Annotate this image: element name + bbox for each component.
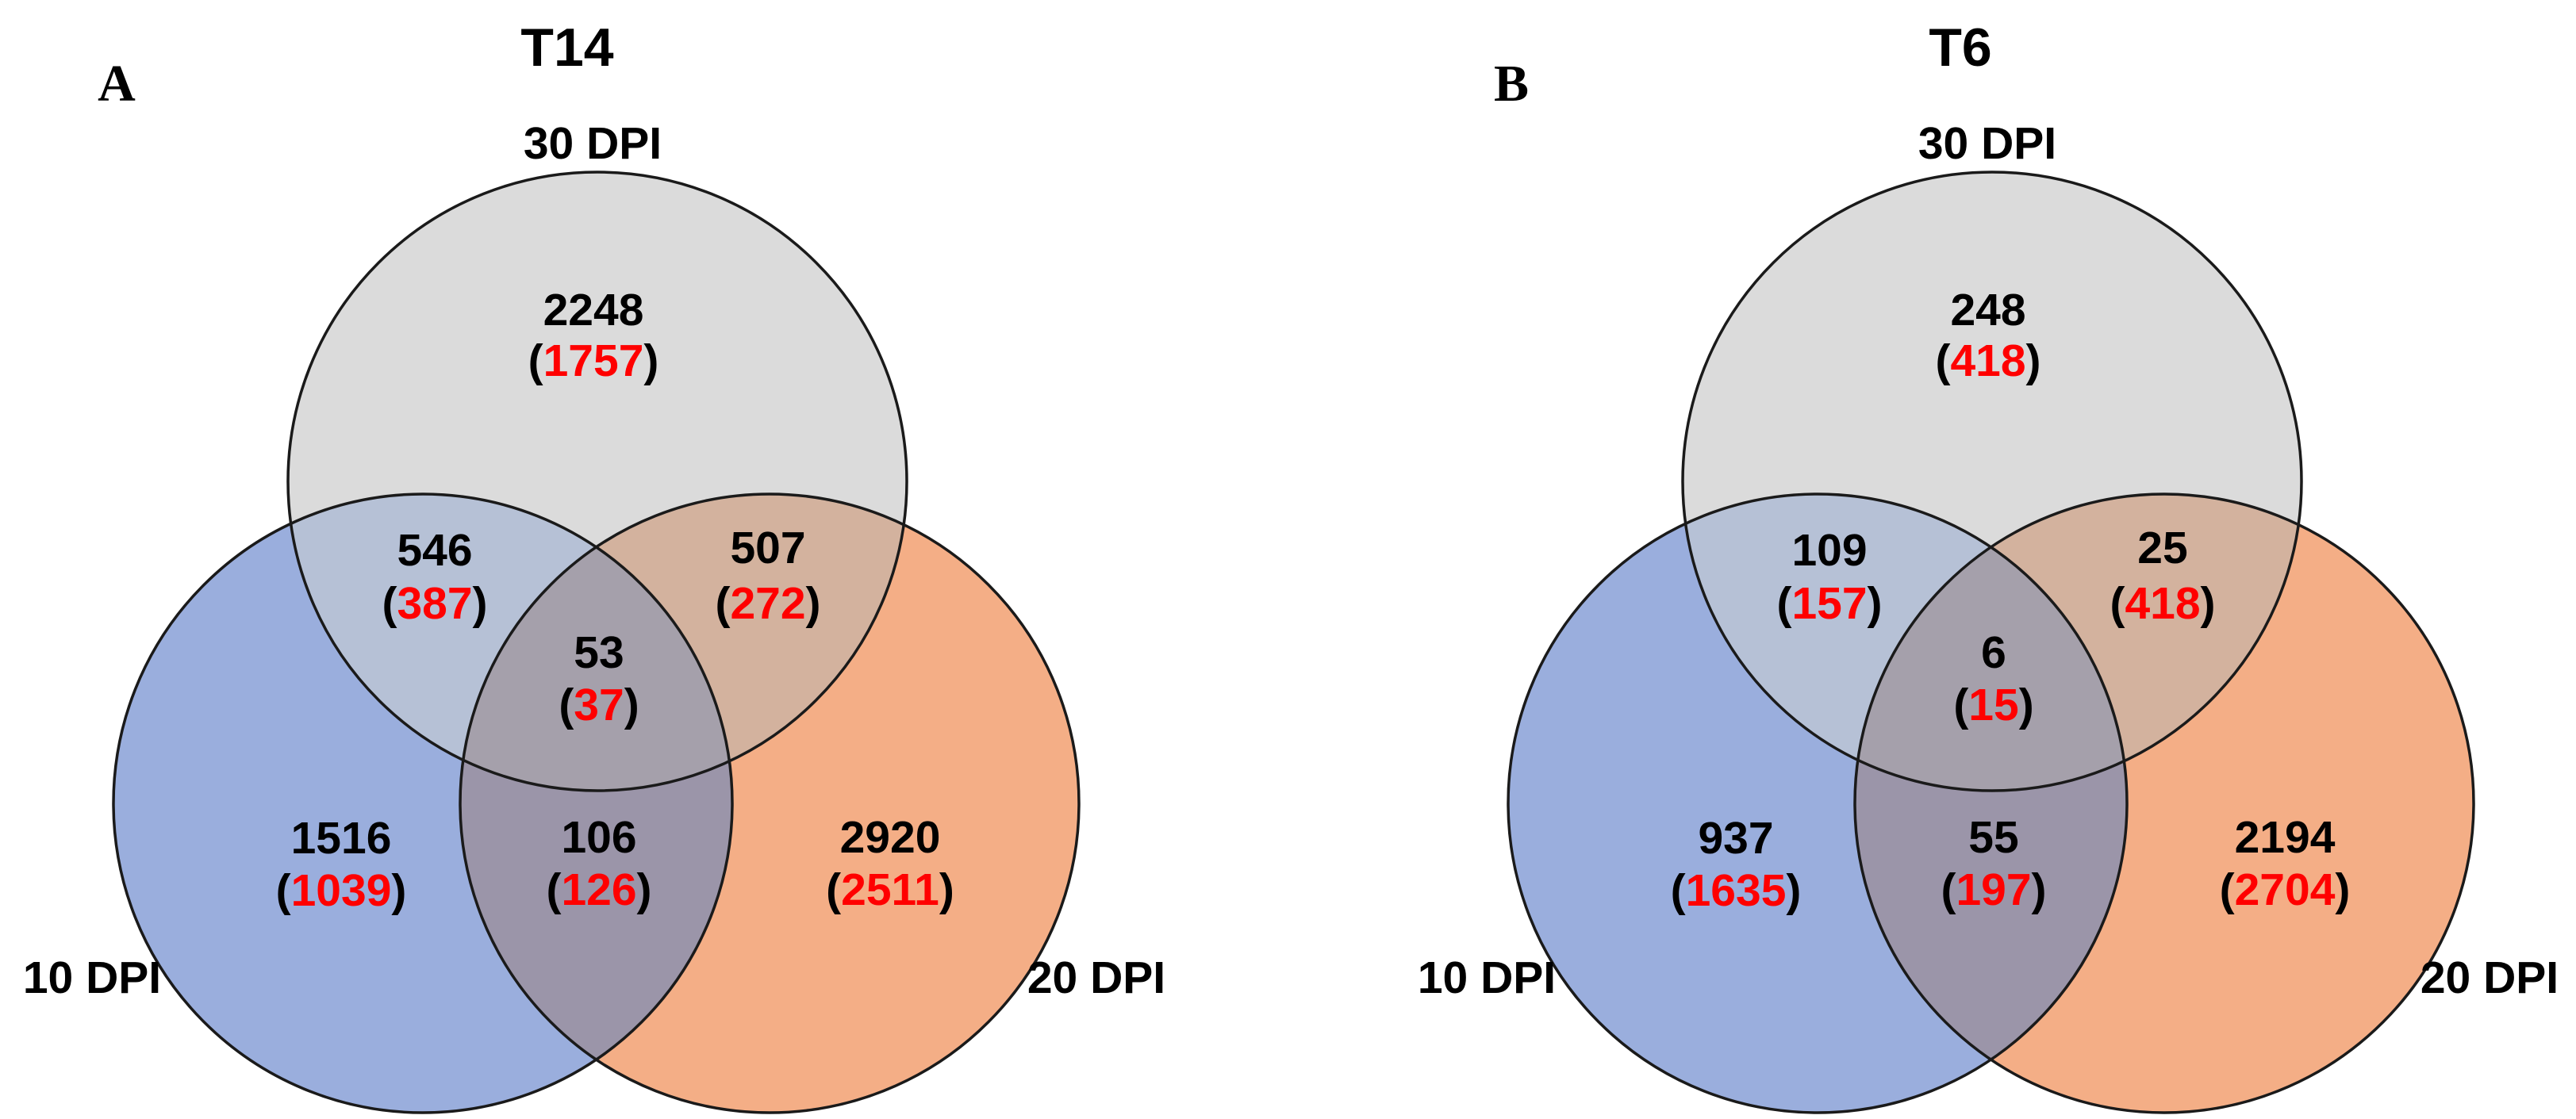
set-label-30dpi: 30 DPI [1918, 118, 2056, 169]
count-right-only: 2920 [840, 812, 941, 863]
circle-30dpi-outline [1681, 171, 2303, 792]
panel-b: B T6 30 DPI 10 DPI 20 DPI 248 (418) 109 … [1418, 17, 2559, 1114]
count-right-only: 2194 [2235, 812, 2336, 863]
overlap-center-region [1855, 494, 2127, 791]
count-left-right-alt: (126) [546, 864, 651, 915]
circle-20dpi-outline [459, 492, 1081, 1114]
circle-10dpi-outline [1507, 492, 2129, 1114]
count-right-only-alt: (2704) [2220, 864, 2351, 915]
count-top-left: 546 [397, 525, 472, 576]
set-label-20dpi: 20 DPI [1027, 952, 1165, 1003]
set-label-10dpi: 10 DPI [23, 952, 161, 1003]
circle-10dpi-outline [112, 492, 734, 1114]
panel-a: A T14 30 DPI 10 DPI 20 DPI 2248 (1757) 5… [23, 17, 1165, 1114]
count-left-right: 55 [1968, 812, 2018, 863]
count-left-right: 106 [561, 812, 636, 863]
panel-letter: B [1494, 55, 1529, 113]
count-top-right: 25 [2137, 523, 2187, 573]
overlap-center-fill [1855, 494, 2127, 791]
count-top-left-alt: (387) [382, 578, 487, 629]
count-left-right-alt: (197) [1941, 864, 2046, 915]
count-center-alt: (37) [559, 680, 639, 730]
count-top-only: 2248 [543, 285, 644, 335]
set-label-30dpi: 30 DPI [524, 118, 662, 169]
panel-title: T6 [1929, 17, 1991, 78]
count-top-only-alt: (1757) [528, 335, 659, 386]
count-top-left-alt: (157) [1776, 578, 1882, 629]
count-center: 6 [1981, 627, 2006, 678]
panel-letter: A [98, 55, 136, 113]
panel-title: T14 [520, 17, 613, 78]
circle-20dpi-outline [1853, 492, 2475, 1114]
count-left-only: 937 [1698, 813, 1773, 864]
set-label-10dpi: 10 DPI [1418, 952, 1556, 1003]
set-label-20dpi: 20 DPI [2421, 952, 2559, 1003]
count-right-only-alt: (2511) [826, 864, 954, 915]
count-center-alt: (15) [1953, 680, 2033, 730]
count-top-right-alt: (272) [715, 578, 820, 629]
count-left-only-alt: (1039) [276, 865, 407, 916]
count-top-right-alt: (418) [2110, 578, 2215, 629]
count-top-only: 248 [1950, 285, 2025, 335]
overlap-center-fill [460, 494, 732, 791]
count-top-left: 109 [1791, 525, 1867, 576]
count-left-only: 1516 [291, 813, 392, 864]
count-center: 53 [574, 627, 624, 678]
circle-30dpi-outline [286, 171, 908, 792]
overlap-center-region [460, 494, 732, 791]
count-left-only-alt: (1635) [1671, 865, 1802, 916]
count-top-only-alt: (418) [1935, 335, 2040, 386]
count-top-right: 507 [730, 523, 805, 573]
